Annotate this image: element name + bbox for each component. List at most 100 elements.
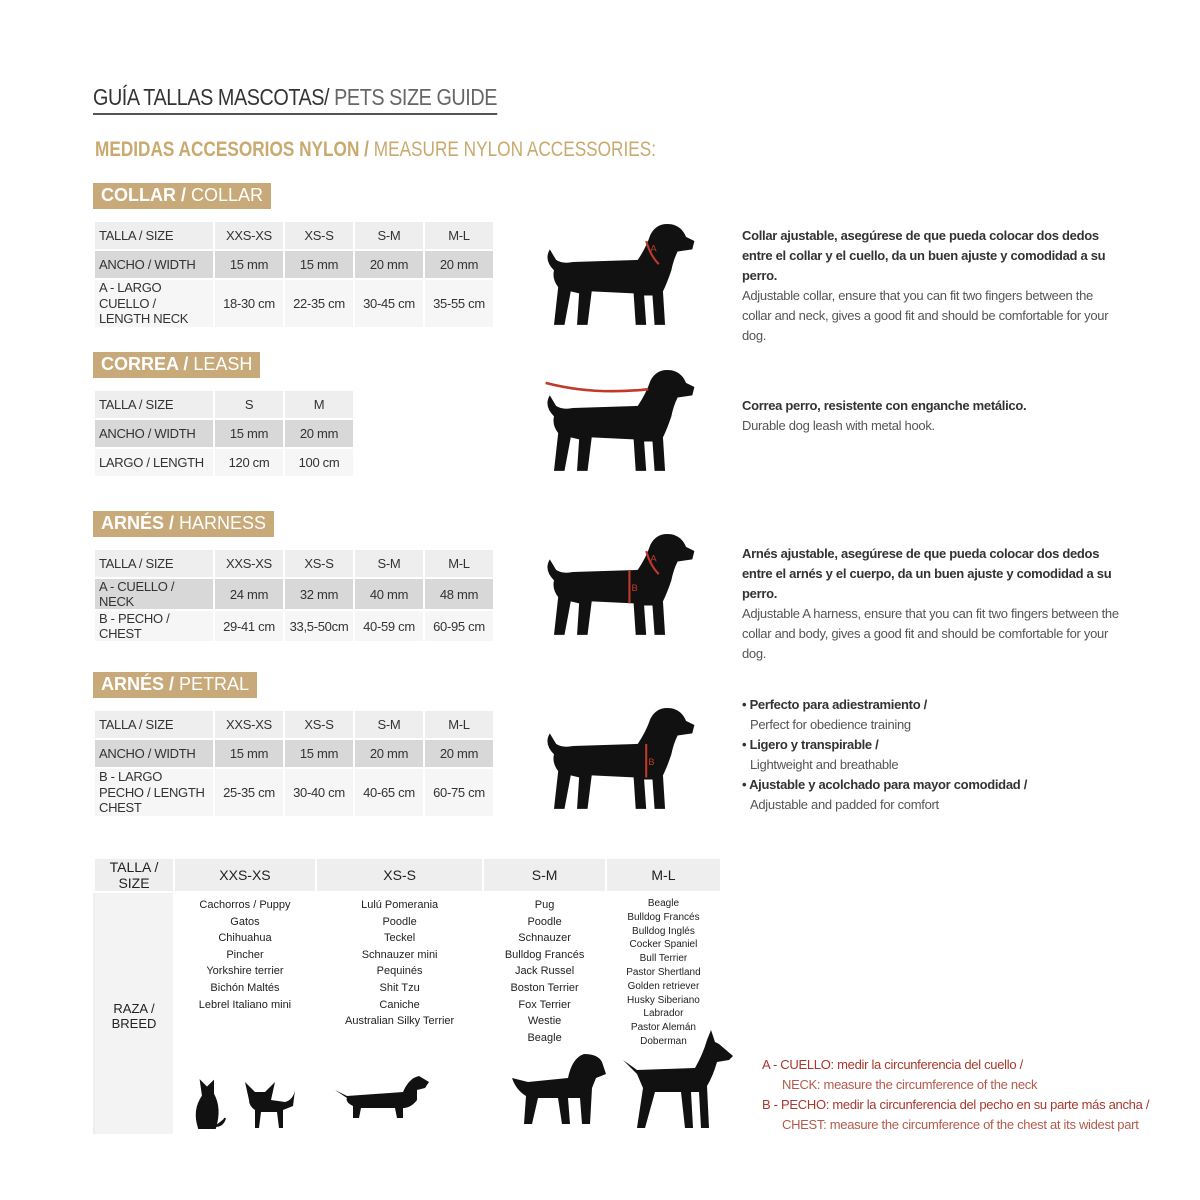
row-label: A - CUELLO / NECK xyxy=(93,577,215,611)
size-value: 30-45 cm xyxy=(353,278,425,329)
size-value: XS-S xyxy=(283,220,355,251)
measurement-legend: A - CUELLO: medir la circunferencia del … xyxy=(762,1057,1150,1132)
breed-table: TALLA / SIZE XXS-XS XS-S S-M M-L RAZA / … xyxy=(93,857,733,1136)
breed-name: Labrador xyxy=(643,1008,684,1020)
breed-name: Poodle xyxy=(527,915,562,928)
breed-name: Bichón Maltés xyxy=(210,981,280,994)
size-value: 35-55 cm xyxy=(423,278,495,329)
breed-name: Shit Tzu xyxy=(379,981,420,994)
harness-row: B - PECHO / CHEST 29-41 cm 33,5-50cm 40-59 … xyxy=(93,609,495,643)
breed-name: Westie xyxy=(527,1015,562,1028)
petral-row: B - LARGO PECHO / LENGTH CHEST 25-35 cm 30… xyxy=(93,767,495,818)
svg-text:A: A xyxy=(650,553,657,564)
size-value: 33,5-50cm xyxy=(283,609,355,643)
size-value: XS-S xyxy=(283,548,355,579)
size-value: 32 mm xyxy=(283,577,355,611)
size-value: 20 mm xyxy=(353,249,425,280)
size-value: 20 mm xyxy=(423,249,495,280)
breed-name: Teckel xyxy=(384,932,416,945)
breed-name: Schnauzer mini xyxy=(361,948,438,961)
breed-name: Poodle xyxy=(382,915,417,928)
leash-row: TALLA / SIZE S M xyxy=(93,389,355,420)
petral-features: • Perfecto para adiestramiento / Perfect … xyxy=(742,697,1028,812)
breed-header-cell: XXS-XS xyxy=(173,857,317,893)
breed-header-cell: TALLA / SIZE xyxy=(93,857,175,893)
breed-name: Golden retriever xyxy=(627,980,700,992)
breed-name: Fox Terrier xyxy=(518,998,571,1011)
size-value: S-M xyxy=(353,548,425,579)
size-value: M xyxy=(283,389,355,420)
collar-row: TALLA / SIZE XXS-XS XS-S S-M M-L xyxy=(93,220,495,251)
size-value: 25-35 cm xyxy=(213,767,285,818)
size-value: 29-41 cm xyxy=(213,609,285,643)
breed-row-label: RAZA / BREED xyxy=(93,891,175,1136)
size-value: XXS-XS xyxy=(213,709,285,740)
size-value: XXS-XS xyxy=(213,548,285,579)
breed-name: Bulldog Inglés xyxy=(632,925,695,937)
breed-name: Caniche xyxy=(379,998,420,1011)
breed-name: Cachorros / Puppy xyxy=(199,899,291,911)
size-value: 60-95 cm xyxy=(423,609,495,643)
petral-table: TALLA / SIZE XXS-XS XS-S S-M M-L ANCHO / WIDT… xyxy=(93,709,495,818)
size-value: M-L xyxy=(423,220,495,251)
breed-name: Pastor Alemán xyxy=(630,1022,696,1034)
row-label: B - LARGO PECHO / LENGTH CHEST xyxy=(93,767,215,818)
breed-name: Beagle xyxy=(647,898,680,909)
row-label: ANCHO / WIDTH xyxy=(93,738,215,769)
petral-row: TALLA / SIZE XXS-XS XS-S S-M M-L xyxy=(93,709,495,740)
size-value: 120 cm xyxy=(213,447,285,478)
breed-name: Pug xyxy=(534,899,555,911)
size-value: 30-40 cm xyxy=(283,767,355,818)
row-label: TALLA / SIZE xyxy=(93,709,215,740)
collar-row: A - LARGO CUELLO / LENGTH NECK 18-30 cm 22… xyxy=(93,278,495,329)
breed-name: Pastor Shertland xyxy=(626,966,701,978)
size-value: S xyxy=(213,389,285,420)
collar-description: Collar ajustable, asegúrese de que pueda… xyxy=(742,228,1109,343)
leash-table: TALLA / SIZE S M ANCHO / WIDTH 15 mm 20 mm LAR… xyxy=(93,389,355,478)
dog-leash-icon xyxy=(545,369,695,471)
size-value: 18-30 cm xyxy=(213,278,285,329)
size-value: 15 mm xyxy=(283,249,355,280)
breed-list: Beagle Bulldog Francés Bulldog Inglés Cocke… xyxy=(607,897,720,1049)
dog-petral-icon: B xyxy=(547,707,695,809)
breed-name: Schnauzer xyxy=(518,932,571,945)
dachshund-icon xyxy=(334,1076,429,1118)
breed-name: Bull Terrier xyxy=(639,953,688,965)
breed-name: Lebrel Italiano mini xyxy=(198,998,292,1011)
breed-name: Bulldog Francés xyxy=(627,911,700,923)
breed-name: Chihuahua xyxy=(218,932,272,945)
leash-description: Correa perro, resistente con enganche me… xyxy=(742,398,1027,433)
doberman-icon xyxy=(622,1030,733,1128)
breed-name: Jack Russel xyxy=(514,965,575,978)
size-value: M-L xyxy=(423,709,495,740)
size-value: 20 mm xyxy=(283,418,355,449)
leash-row: ANCHO / WIDTH 15 mm 20 mm xyxy=(93,418,355,449)
petral-tag: ARNÉS / PETRAL xyxy=(93,672,258,698)
harness-table: TALLA / SIZE XXS-XS XS-S S-M M-L A - CUELLO /… xyxy=(93,548,495,643)
row-label: A - LARGO CUELLO / LENGTH NECK xyxy=(93,278,215,329)
row-label: TALLA / SIZE xyxy=(93,389,215,420)
size-value: 15 mm xyxy=(213,418,285,449)
harness-description: Arnés ajustable, asegúrese de que pueda … xyxy=(742,546,1119,661)
size-value: 15 mm xyxy=(213,249,285,280)
breed-list: Pug Poodle Schnauzer Bulldog Francés Jack Ru… xyxy=(484,897,605,1046)
row-label: ANCHO / WIDTH xyxy=(93,418,215,449)
harness-row: A - CUELLO / NECK 24 mm 32 mm 40 mm 48 mm xyxy=(93,577,495,611)
breed-name: Lulú Pomerania xyxy=(361,899,439,911)
size-value: 24 mm xyxy=(213,577,285,611)
size-value: 40-65 cm xyxy=(353,767,425,818)
svg-text:B: B xyxy=(648,756,654,767)
size-value: 22-35 cm xyxy=(283,278,355,329)
petral-row: ANCHO / WIDTH 15 mm 15 mm 20 mm 20 mm xyxy=(93,738,495,769)
row-label: TALLA / SIZE xyxy=(93,220,215,251)
size-value: 60-75 cm xyxy=(423,767,495,818)
size-value: 20 mm xyxy=(353,738,425,769)
leash-tag: CORREA / LEASH xyxy=(93,352,261,378)
breed-name: Bulldog Francés xyxy=(504,948,585,961)
page-subtitle: MEDIDAS ACCESORIOS NYLON / MEASURE NYLON… xyxy=(95,138,657,161)
collar-row: ANCHO / WIDTH 15 mm 15 mm 20 mm 20 mm xyxy=(93,249,495,280)
collar-table: TALLA / SIZE XXS-XS XS-S S-M M-L ANCHO / WIDT… xyxy=(93,220,495,329)
breed-name: Australian Silky Terrier xyxy=(344,1015,455,1028)
size-value: S-M xyxy=(353,709,425,740)
harness-tag: ARNÉS / HARNESS xyxy=(93,511,275,537)
